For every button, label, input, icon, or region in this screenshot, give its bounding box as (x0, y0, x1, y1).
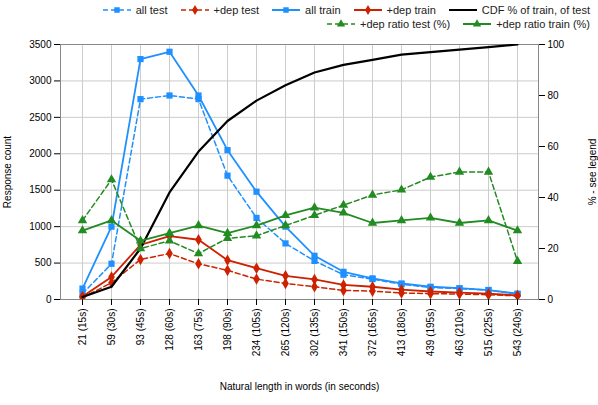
svg-text:3500: 3500 (29, 39, 52, 50)
html-text:+dep train: +dep train (386, 4, 436, 16)
svg-text:100: 100 (548, 39, 565, 50)
svg-text:543 (240s): 543 (240s) (512, 309, 523, 357)
svg-text:302 (135s): 302 (135s) (309, 309, 320, 357)
svg-text:413 (180s): 413 (180s) (396, 309, 407, 357)
svg-text:198 (90s): 198 (90s) (222, 309, 233, 351)
svg-text:163 (75s): 163 (75s) (193, 309, 204, 351)
html-text:+dep test: +dep test (213, 4, 260, 16)
svg-text:500: 500 (35, 257, 52, 268)
svg-text:20: 20 (548, 243, 560, 254)
svg-text:60: 60 (548, 141, 560, 152)
svg-text:Natural length in words (in se: Natural length in words (in seconds) (220, 381, 380, 392)
svg-text:93 (45s): 93 (45s) (135, 309, 146, 346)
svg-text:40: 40 (548, 192, 560, 203)
svg-text:234 (105s): 234 (105s) (251, 309, 262, 357)
svg-text:0: 0 (46, 294, 52, 305)
html-text:+dep ratio test (%): +dep ratio test (%) (360, 18, 451, 30)
svg-text:% - see legend: % - see legend (587, 139, 598, 206)
html-text:all test: all test (135, 4, 168, 16)
svg-text:3000: 3000 (29, 75, 52, 86)
svg-text:2500: 2500 (29, 112, 52, 123)
svg-text:80: 80 (548, 90, 560, 101)
html-text:+dep ratio train (%): +dep ratio train (%) (496, 18, 590, 30)
svg-text:1000: 1000 (29, 221, 52, 232)
svg-text:1500: 1500 (29, 184, 52, 195)
svg-text:439 (195s): 439 (195s) (425, 309, 436, 357)
svg-text:515 (225s): 515 (225s) (483, 309, 494, 357)
html-text:all train: all train (305, 4, 341, 16)
svg-text:21 (15s): 21 (15s) (77, 309, 88, 346)
html-text:CDF % of train, of test: CDF % of train, of test (481, 4, 590, 16)
svg-text:128 (60s): 128 (60s) (164, 309, 175, 351)
svg-text:2000: 2000 (29, 148, 52, 159)
svg-text:0: 0 (548, 294, 554, 305)
svg-text:463 (210s): 463 (210s) (454, 309, 465, 357)
svg-text:372 (165s): 372 (165s) (367, 309, 378, 357)
svg-text:Response count: Response count (2, 136, 13, 208)
svg-text:59 (30s): 59 (30s) (106, 309, 117, 346)
svg-text:265 (120s): 265 (120s) (280, 309, 291, 357)
svg-text:341 (150s): 341 (150s) (338, 309, 349, 357)
